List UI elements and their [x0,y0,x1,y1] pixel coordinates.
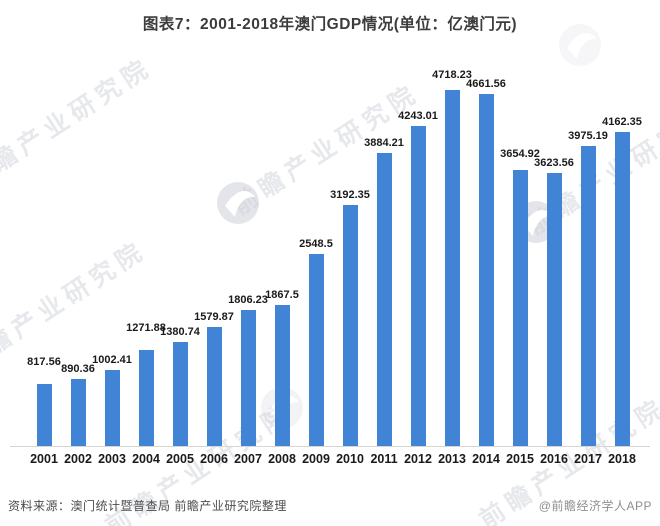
value-label-2010: 3192.35 [330,189,370,201]
bar-2011 [376,153,392,446]
bar-2015 [512,170,528,446]
bar-2008 [274,305,290,446]
category-label-2008: 2008 [268,452,296,466]
category-label-2015: 2015 [506,452,534,466]
value-label-2011: 3884.21 [364,137,404,149]
chart-title: 图表7：2001-2018年澳门GDP情况(单位：亿澳门元) [142,16,518,33]
bar-2012 [410,126,426,446]
bar-2001 [36,384,52,446]
footer: 资料来源：澳门统计暨普查局 前瞻产业研究院整理 @前瞻经济学人APP [0,495,660,517]
bar-2002 [70,379,86,446]
category-label-2017: 2017 [574,452,602,466]
category-label-2003: 2003 [98,452,126,466]
value-label-2009: 2548.5 [299,238,333,250]
app-credit: @前瞻经济学人APP [538,499,652,513]
category-label-2016: 2016 [540,452,568,466]
value-label-2015: 3654.92 [500,148,540,160]
value-label-2005: 1380.74 [160,326,200,338]
category-label-2014: 2014 [472,452,500,466]
value-label-2007: 1806.23 [228,294,268,306]
value-label-2016: 3623.56 [534,157,574,169]
bar-2013 [444,90,460,446]
x-axis-line [10,446,650,447]
value-label-2012: 4243.01 [398,110,438,122]
value-label-2018: 4162.35 [602,116,642,128]
category-label-2013: 2013 [438,452,466,466]
value-label-2002: 890.36 [61,363,95,375]
bar-2003 [104,370,120,446]
value-label-2017: 3975.19 [568,130,608,142]
bar-2010 [342,205,358,446]
value-label-2004: 1271.88 [126,322,166,334]
category-label-2009: 2009 [302,452,330,466]
category-label-2006: 2006 [200,452,228,466]
bar-2014 [478,94,494,446]
bar-2006 [206,327,222,446]
value-label-2008: 1867.5 [265,289,299,301]
category-label-2012: 2012 [404,452,432,466]
bar-2018 [614,132,630,446]
bar-2009 [308,254,324,446]
bar-2004 [138,350,154,446]
value-label-2014: 4661.56 [466,78,506,90]
category-label-2005: 2005 [166,452,194,466]
bar-2016 [546,173,562,446]
bar-2017 [580,146,596,446]
category-label-2004: 2004 [132,452,160,466]
category-label-2018: 2018 [608,452,636,466]
bar-2005 [172,342,188,446]
category-label-2011: 2011 [370,452,398,466]
category-label-2010: 2010 [336,452,364,466]
category-label-2007: 2007 [234,452,262,466]
category-label-2001: 2001 [30,452,58,466]
category-label-2002: 2002 [64,452,92,466]
source-note: 资料来源：澳门统计暨普查局 前瞻产业研究院整理 [8,499,287,513]
value-label-2001: 817.56 [27,356,61,368]
value-label-2013: 4718.23 [432,69,472,81]
value-label-2003: 1002.41 [92,354,132,366]
bar-2007 [240,310,256,446]
value-label-2006: 1579.87 [194,311,234,323]
